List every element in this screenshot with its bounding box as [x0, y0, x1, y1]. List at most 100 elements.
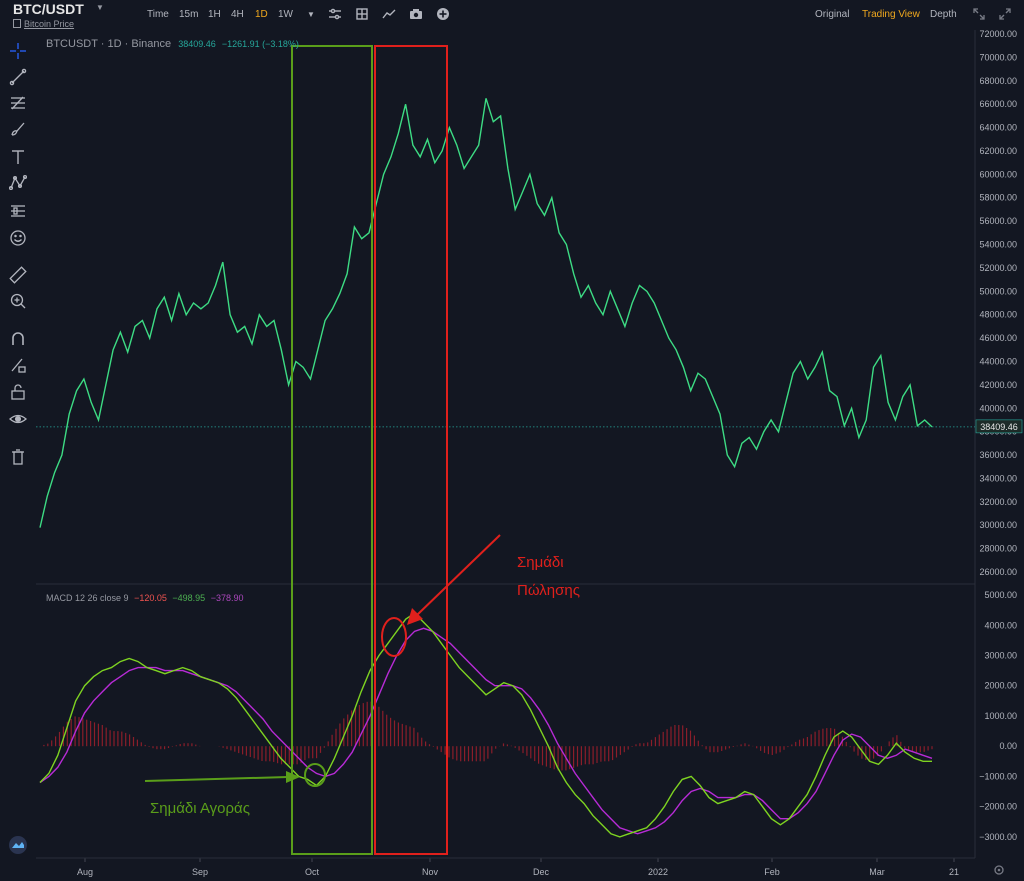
trend-line-icon[interactable] — [9, 68, 27, 86]
fib-tool-icon[interactable] — [9, 94, 27, 112]
eye-icon[interactable] — [9, 410, 27, 428]
tradingview-logo-icon — [9, 836, 27, 854]
expand-icon[interactable] — [998, 7, 1012, 21]
more-intervals-chevron-icon[interactable]: ▼ — [307, 10, 315, 19]
price-tick-label: 34000.00 — [979, 473, 1017, 483]
last-price-label-bg — [975, 419, 1023, 434]
price-tick-label: 28000.00 — [979, 544, 1017, 554]
price-tick-label: 72000.00 — [979, 29, 1017, 39]
buy-signal-circle — [304, 763, 326, 787]
interval-1h[interactable]: 1H — [208, 9, 221, 20]
price-tick-label: 54000.00 — [979, 240, 1017, 250]
zoom-in-icon[interactable] — [9, 292, 27, 310]
price-tick-label: 48000.00 — [979, 310, 1017, 320]
view-tradingview-tab[interactable]: Trading View — [862, 9, 920, 20]
unlock-icon[interactable] — [9, 383, 27, 401]
interval-1w[interactable]: 1W — [278, 9, 293, 20]
macd-tick-label: −2000.00 — [979, 802, 1017, 812]
time-tick-label: Sep — [192, 867, 208, 877]
chart-type-line-icon[interactable] — [382, 7, 396, 21]
price-tick-label: 40000.00 — [979, 403, 1017, 413]
price-tick-label: 46000.00 — [979, 333, 1017, 343]
pencil-lock-icon[interactable] — [9, 356, 27, 374]
price-tick-label: 42000.00 — [979, 380, 1017, 390]
emoji-icon[interactable] — [9, 229, 27, 247]
macd-tick-label: 2000.00 — [984, 681, 1017, 691]
view-depth-tab[interactable]: Depth — [930, 9, 957, 20]
settings-sliders-icon[interactable] — [328, 7, 342, 21]
view-original-tab[interactable]: Original — [815, 9, 850, 20]
buy-arrow — [144, 776, 289, 782]
time-tick-label: Oct — [305, 867, 320, 877]
macd-legend-signal: −378.90 — [210, 593, 244, 603]
price-axis: 26000.00 28000.00 30000.00 32000.00 34000.00… — [979, 29, 1017, 577]
sell-highlight-box — [374, 45, 448, 855]
time-tick-label: Aug — [77, 867, 93, 877]
macd-tick-label: −3000.00 — [979, 832, 1017, 842]
pattern-tool-icon[interactable] — [9, 174, 27, 192]
drawing-toolbar — [0, 30, 36, 881]
book-icon — [13, 19, 21, 28]
macd-tick-label: 0.00 — [999, 741, 1017, 751]
buy-annotation: Σημάδι Αγοράς — [150, 800, 250, 817]
macd-axis: −3000.00 −2000.00 −1000.00 0.00 1000.00 2000.… — [979, 590, 1017, 842]
price-tick-label: 44000.00 — [979, 356, 1017, 366]
bitcoin-price-link[interactable]: Bitcoin Price — [13, 19, 74, 29]
top-toolbar: BTC/USDT ▼ Bitcoin Price Time 15m 1H 4H … — [0, 0, 1024, 30]
last-price-label: 38409.46 — [980, 422, 1018, 432]
legend-last: 38409.46 — [178, 39, 216, 49]
fullscreen-icon[interactable] — [972, 7, 986, 21]
indicators-icon[interactable] — [355, 7, 369, 21]
price-tick-label: 50000.00 — [979, 286, 1017, 296]
price-tick-label: 26000.00 — [979, 567, 1017, 577]
magnet-icon[interactable] — [9, 330, 27, 348]
prediction-tool-icon[interactable] — [9, 202, 27, 220]
time-tick-label: Nov — [422, 867, 439, 877]
subtitle-text: Bitcoin Price — [24, 19, 75, 29]
interval-1d[interactable]: 1D — [255, 9, 268, 20]
time-tick-label: 21 — [949, 867, 959, 877]
sell-signal-circle — [381, 617, 407, 657]
sell-annotation-line1: Σημάδι — [517, 554, 564, 571]
macd-legend: MACD 12 26 close 9 −120.05 −498.95 −378.… — [46, 593, 243, 603]
macd-histogram — [43, 701, 933, 771]
chart-settings-gear-icon[interactable] — [994, 865, 1004, 875]
time-tick-label: 2022 — [648, 867, 668, 877]
macd-legend-title: MACD 12 26 close 9 — [46, 593, 129, 603]
ruler-icon[interactable] — [9, 266, 27, 284]
symbol-selector[interactable]: BTC/USDT — [13, 1, 84, 17]
time-tick-label: Dec — [533, 867, 550, 877]
trash-icon[interactable] — [9, 448, 27, 466]
macd-signal-line — [39, 627, 933, 835]
add-circle-icon[interactable] — [436, 7, 450, 21]
price-tick-label: 30000.00 — [979, 520, 1017, 530]
macd-tick-label: 5000.00 — [984, 590, 1017, 600]
crosshair-icon[interactable] — [9, 42, 27, 60]
camera-icon[interactable] — [409, 7, 423, 21]
macd-tick-label: −1000.00 — [979, 771, 1017, 781]
macd-line — [39, 612, 932, 838]
interval-time[interactable]: Time — [147, 9, 169, 20]
price-tick-label: 64000.00 — [979, 123, 1017, 133]
interval-4h[interactable]: 4H — [231, 9, 244, 20]
buy-highlight-box — [291, 45, 373, 855]
macd-legend-hist: −120.05 — [134, 593, 167, 603]
macd-tick-label: 1000.00 — [984, 711, 1017, 721]
legend-exchange: Binance — [131, 38, 172, 50]
text-tool-icon[interactable] — [9, 148, 27, 166]
interval-15m[interactable]: 15m — [179, 9, 199, 20]
macd-tick-label: 4000.00 — [984, 620, 1017, 630]
time-tick-label: Feb — [764, 867, 780, 877]
sell-arrow-head — [407, 608, 423, 625]
legend-interval: 1D — [107, 38, 122, 50]
brush-icon[interactable] — [9, 120, 27, 138]
price-series-line — [39, 98, 933, 528]
price-tick-label: 66000.00 — [979, 99, 1017, 109]
price-tick-label: 52000.00 — [979, 263, 1017, 273]
macd-tick-label: 3000.00 — [984, 651, 1017, 661]
price-tick-label: 62000.00 — [979, 146, 1017, 156]
price-tick-label: 70000.00 — [979, 52, 1017, 62]
chevron-down-icon[interactable]: ▼ — [96, 3, 104, 12]
price-tick-label: 58000.00 — [979, 193, 1017, 203]
